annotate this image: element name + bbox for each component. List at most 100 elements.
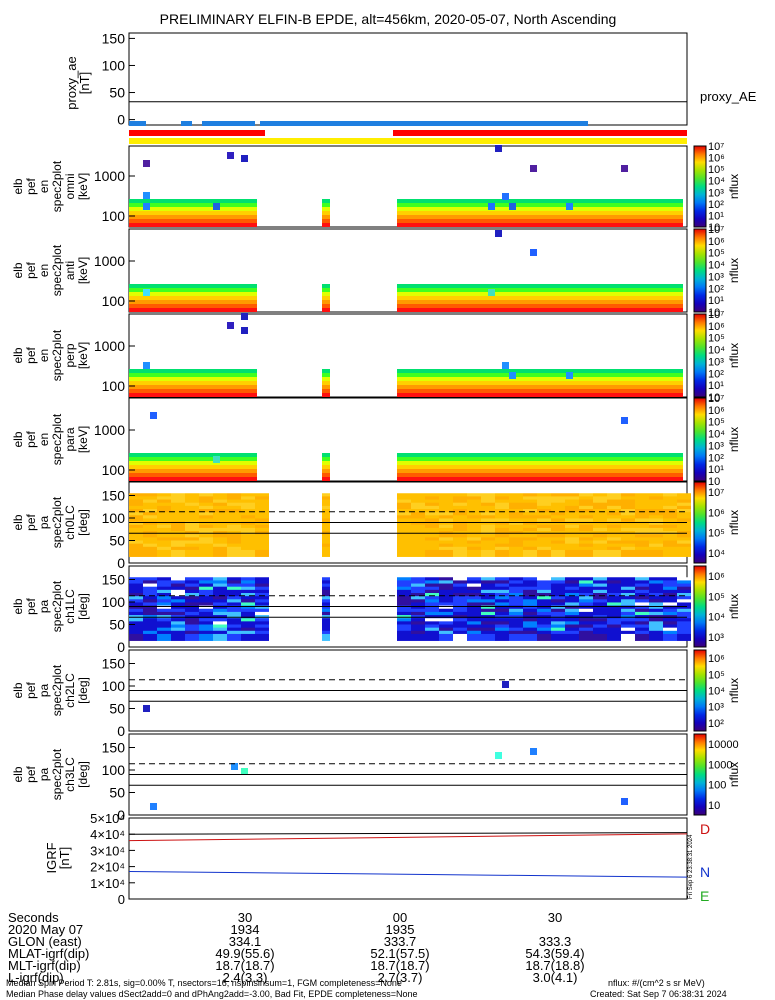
axis-row-label: GLON (east) <box>8 934 82 949</box>
colorbar-label: nflux <box>727 510 741 535</box>
pitch-pixel <box>509 633 523 641</box>
pitch-tick-label: 100 <box>102 678 126 694</box>
spectrum-band <box>322 469 330 473</box>
igrf-frame <box>128 817 688 900</box>
pitch-pixel <box>143 633 157 641</box>
flux-pixel <box>509 372 516 379</box>
axis-row-label: 2020 May 07 <box>8 922 83 937</box>
colorbar-tick-label: 10⁶ <box>708 653 725 665</box>
colorbar-tick-label: 10² <box>708 718 724 730</box>
energy-ylabel-line: [keV] <box>76 257 90 284</box>
pitch-pixel <box>593 633 607 641</box>
pitch-pixel <box>185 633 199 641</box>
colorbar-tick-label: 10⁶ <box>708 153 725 165</box>
flux-pixel <box>143 362 150 369</box>
pitch-pixel <box>227 549 241 557</box>
colorbar-tick-label: 10⁶ <box>708 507 725 519</box>
colorbar <box>693 397 707 482</box>
colorbar-tick-label: 10⁷ <box>708 393 724 405</box>
energy-tick-label: 100 <box>102 378 126 394</box>
flux-pixel <box>621 165 628 172</box>
colorbar-tick-label: 10² <box>708 199 724 211</box>
spectrum-band <box>397 465 683 469</box>
status-bar-red <box>129 130 265 136</box>
energy-ylabel-line: en <box>37 264 51 277</box>
colorbar-tick-label: 10⁷ <box>708 309 724 321</box>
colorbar-tick-label: 10⁴ <box>708 686 725 698</box>
igrf-series-line <box>128 832 688 835</box>
panels-layer: 050100150proxy_AEproxy_ae[nT]1001000elbp… <box>11 30 757 907</box>
spectrum-band <box>129 393 257 397</box>
colorbar <box>693 145 707 228</box>
colorbar-tick-label: 10 <box>708 222 720 234</box>
pitch-tick-label: 100 <box>102 594 126 610</box>
colorbar-tick-label: 10⁷ <box>708 224 724 236</box>
energy-ylabel-line: pef <box>24 346 38 363</box>
pitch-ylabel-line: [deg] <box>76 509 90 536</box>
flux-pixel <box>241 327 248 334</box>
pitch-pixel <box>129 633 143 641</box>
axis-row-value: 3.0(4.1) <box>533 970 578 985</box>
igrf-series-label: D <box>700 821 710 837</box>
energy-ylabel-line: [keV] <box>76 173 90 200</box>
energy-ylabel-line: [keV] <box>76 342 90 369</box>
spectrum-band <box>322 300 330 304</box>
pitch-pixel <box>241 633 255 641</box>
flux-pixel <box>566 372 573 379</box>
colorbar-tick-label: 10⁴ <box>708 176 725 188</box>
pitch-pixel <box>593 549 607 557</box>
flux-pixel <box>227 152 234 159</box>
energy-ylabel-line: en <box>37 349 51 362</box>
colorbar-tick-label: 10³ <box>708 356 724 368</box>
pitch-ylabel: elbpefpaspec2plotch1LC[deg] <box>11 580 90 632</box>
spectrum-band <box>397 300 683 304</box>
igrf-series-label: E <box>700 888 709 904</box>
spectrum-band <box>397 393 683 397</box>
spectrum-band <box>397 453 683 457</box>
igrf-tick-label: 2×10⁴ <box>90 860 125 875</box>
axis-table-layer: Seconds 30 00 30 2020 May 07 1934 1935 GLON (ea… <box>6 910 727 999</box>
pitch-pixel <box>523 549 537 557</box>
pitch-pixel <box>523 633 537 641</box>
pitch-ylabel-line: ch1LC <box>63 589 77 624</box>
pitch-pixel <box>579 549 593 557</box>
energy-ylabel-line: elb <box>11 431 25 447</box>
energy-tick-label: 1000 <box>94 253 125 269</box>
colorbar <box>693 733 707 816</box>
pitch-tick-label: 150 <box>102 572 126 588</box>
spectrum-band <box>397 473 683 477</box>
igrf-ylabel-line: IGRF <box>44 842 59 873</box>
energy-ylabel: elbpefenspec2plotpara[keV] <box>11 413 90 465</box>
colorbar <box>693 228 707 313</box>
spectrum-band <box>322 457 330 461</box>
status-bar-blue <box>260 121 588 126</box>
spectrum-band <box>322 304 330 308</box>
flux-pixel <box>150 412 157 419</box>
colorbar-tick-label: 10 <box>708 800 720 812</box>
colorbar <box>693 565 707 648</box>
pitch-pixel <box>322 633 330 641</box>
status-bar-red <box>393 130 687 136</box>
pitch-pixel <box>565 549 579 557</box>
spectrum-band <box>397 389 683 393</box>
energy-ylabel: elbpefenspec2plotomni[keV] <box>11 160 90 212</box>
pitch-pixel <box>649 633 663 641</box>
igrf-series-label: N <box>700 864 710 880</box>
spectrum-band <box>129 292 257 296</box>
colorbar-tick-label: 10⁴ <box>708 260 725 272</box>
pitch-ylabel-line: pa <box>37 684 51 698</box>
ae-ylabel: proxy_ae[nT] <box>64 56 92 109</box>
axis-row-value: 18.7(18.7) <box>215 958 274 973</box>
spectrum-band <box>397 469 683 473</box>
spectrum-band <box>322 477 330 481</box>
igrf-tick-label: 4×10⁴ <box>90 827 125 842</box>
flux-pixel <box>621 417 628 424</box>
spectrum-band <box>129 199 257 203</box>
spectrum-band <box>322 199 330 203</box>
pitch-tick-label: 150 <box>102 488 126 504</box>
flux-pixel <box>213 456 220 463</box>
colorbar-tick-label: 10⁵ <box>708 164 725 176</box>
energy-ylabel-line: omni <box>63 173 77 199</box>
spectrum-band <box>129 207 257 211</box>
pitch-tick-label: 50 <box>109 701 125 717</box>
